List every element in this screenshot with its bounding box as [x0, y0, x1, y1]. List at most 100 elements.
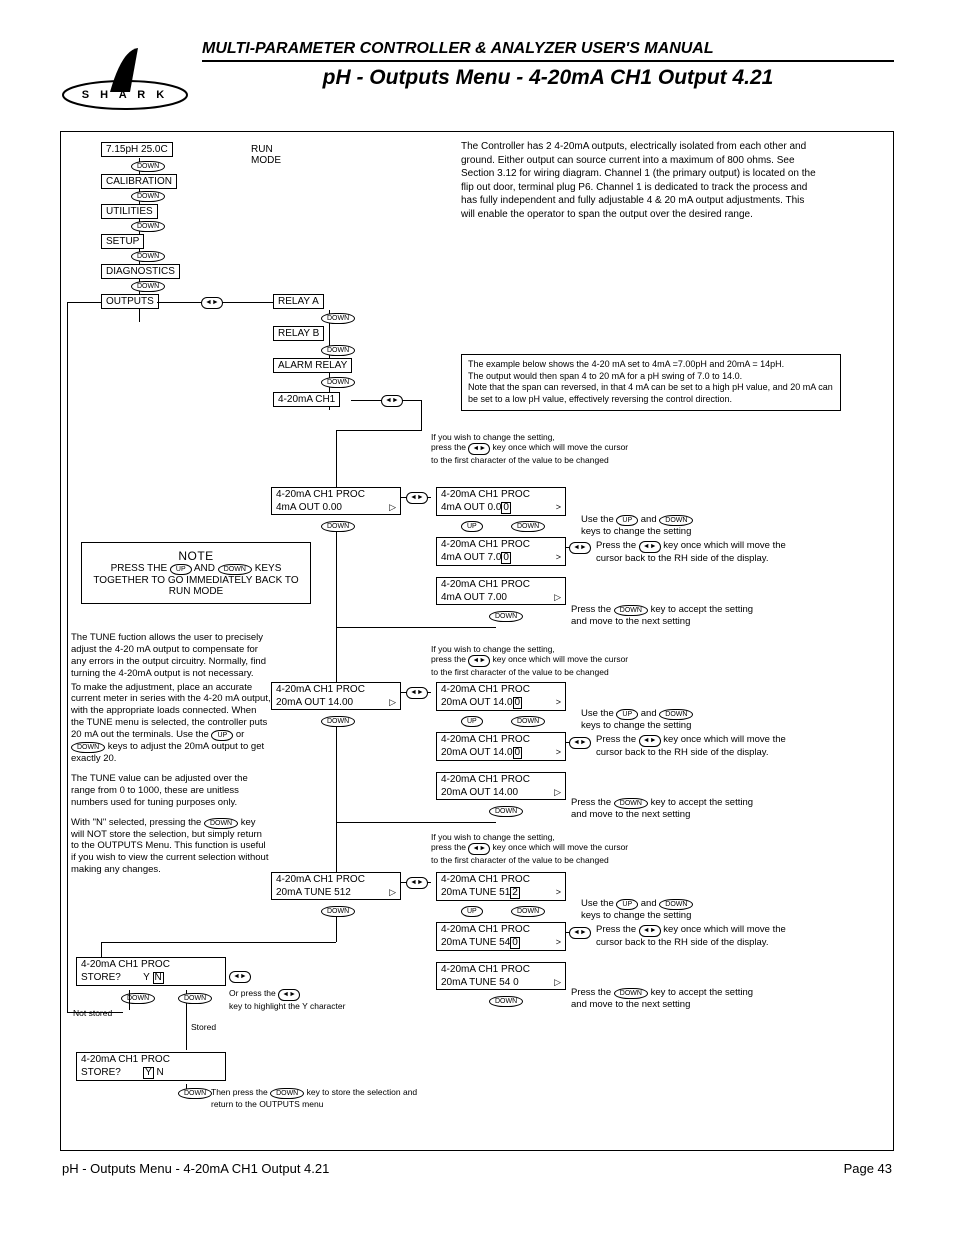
menu-relay-a: RELAY A [273, 294, 324, 309]
accept-hint-4ma: Press the DOWN key to accept the setting… [571, 604, 771, 628]
lcd-4ma-s1: 4-20mA CH1 PROC 4mA OUT 0.00> [436, 487, 566, 516]
down-key-icon: DOWN [511, 521, 545, 532]
menu-calibration: CALIBRATION [101, 174, 177, 189]
right-key-icon: ◄► [468, 843, 490, 855]
lcd-tune-s2: 4-20mA CH1 PROC 20mA TUNE 540> [436, 922, 566, 951]
intro-text: The Controller has 2 4-20mA outputs, ele… [461, 140, 821, 221]
down-key-icon: DOWN [178, 1088, 212, 1099]
menu-utilities: UTILITIES [101, 204, 158, 219]
menu-setup: SETUP [101, 234, 144, 249]
right-key-icon: ◄► [406, 877, 428, 889]
or-press-hint: Or press the ◄► key to highlight the Y c… [229, 988, 369, 1011]
down-key-icon: DOWN [321, 521, 355, 532]
right-key-icon: ◄► [569, 542, 591, 554]
lcd-tune-s3: 4-20mA CH1 PROC 20mA TUNE 54 0▷ [436, 962, 566, 990]
lcd-20ma-left: 4-20mA CH1 PROC 20mA OUT 14.00▷ [271, 682, 401, 710]
footer-left: pH - Outputs Menu - 4-20mA CH1 Output 4.… [62, 1161, 329, 1176]
lcd-20ma-s1: 4-20mA CH1 PROC 20mA OUT 14.00> [436, 682, 566, 711]
down-key-icon: DOWN [659, 515, 693, 526]
then-press-hint: Then press the DOWN key to store the sel… [211, 1087, 431, 1109]
section-title: pH - Outputs Menu - 4-20mA CH1 Output 4.… [202, 66, 894, 90]
tune-text: The TUNE fuction allows the user to prec… [71, 632, 271, 876]
up-key-icon: UP [461, 716, 483, 727]
down-key-icon: DOWN [489, 806, 523, 817]
right-key-icon: ◄► [639, 925, 661, 937]
right-key-icon: ◄► [229, 971, 251, 983]
down-key-icon: DOWN [131, 281, 165, 292]
down-key-icon: DOWN [131, 221, 165, 232]
diagram: 7.15pH 25.0C RUN MODE DOWN CALIBRATION D… [60, 131, 894, 1151]
lcd-tune-s1: 4-20mA CH1 PROC 20mA TUNE 512> [436, 872, 566, 901]
down-key-icon: DOWN [178, 993, 212, 1004]
up-key-icon: UP [616, 709, 638, 720]
up-key-icon: UP [170, 564, 192, 575]
down-key-icon: DOWN [270, 1088, 304, 1099]
use-keys-hint-tune: Use the UP and DOWN keys to change the s… [581, 898, 781, 922]
use-keys-hint-4ma: Use the UP and DOWN keys to change the s… [581, 514, 781, 538]
down-key-icon: DOWN [614, 988, 648, 999]
page-header: S H A R K MULTI-PARAMETER CONTROLLER & A… [60, 40, 894, 113]
down-key-icon: DOWN [489, 996, 523, 1007]
down-key-icon: DOWN [489, 611, 523, 622]
down-key-icon: DOWN [131, 191, 165, 202]
manual-page: S H A R K MULTI-PARAMETER CONTROLLER & A… [0, 0, 954, 1206]
menu-diagnostics: DIAGNOSTICS [101, 264, 180, 279]
right-key-icon: ◄► [569, 737, 591, 749]
up-key-icon: UP [211, 730, 233, 741]
down-key-icon: DOWN [321, 906, 355, 917]
menu-relay-b: RELAY B [273, 326, 324, 341]
menu-outputs: OUTPUTS [101, 294, 159, 309]
run-mode-label: RUN MODE [251, 144, 281, 166]
right-once-hint-tune: Press the ◄► key once which will move th… [596, 924, 796, 949]
right-key-icon: ◄► [569, 927, 591, 939]
menu-alarm-relay: ALARM RELAY [273, 358, 352, 373]
stored-label: Stored [191, 1022, 216, 1032]
down-key-icon: DOWN [131, 251, 165, 262]
lcd-20ma-s2: 4-20mA CH1 PROC 20mA OUT 14.00> [436, 732, 566, 761]
down-key-icon: DOWN [511, 906, 545, 917]
down-key-icon: DOWN [218, 564, 252, 575]
down-key-icon: DOWN [71, 742, 105, 753]
down-key-icon: DOWN [614, 798, 648, 809]
right-key-icon: ◄► [406, 687, 428, 699]
down-key-icon: DOWN [511, 716, 545, 727]
down-key-icon: DOWN [131, 161, 165, 172]
lcd-4ma-left: 4-20mA CH1 PROC 4mA OUT 0.00▷ [271, 487, 401, 515]
footer-right: Page 43 [844, 1161, 892, 1176]
down-key-icon: DOWN [121, 993, 155, 1004]
down-key-icon: DOWN [321, 313, 355, 324]
menu-420-ch1: 4-20mA CH1 [273, 392, 340, 407]
down-key-icon: DOWN [321, 345, 355, 356]
lcd-store-y: 4-20mA CH1 PROC STORE? Y N [76, 1052, 226, 1081]
accept-hint-20ma: Press the DOWN key to accept the setting… [571, 797, 771, 821]
lcd-4ma-s2: 4-20mA CH1 PROC 4mA OUT 7.00> [436, 537, 566, 566]
logo: S H A R K [60, 40, 190, 113]
up-key-icon: UP [616, 899, 638, 910]
up-key-icon: UP [461, 521, 483, 532]
logo-letters: S H A R K [82, 89, 169, 101]
accept-hint-tune: Press the DOWN key to accept the setting… [571, 987, 771, 1011]
right-once-hint-4ma: Press the ◄► key once which will move th… [596, 540, 796, 565]
down-key-icon: DOWN [321, 716, 355, 727]
right-key-icon: ◄► [201, 297, 223, 309]
down-key-icon: DOWN [659, 899, 693, 910]
right-key-icon: ◄► [468, 443, 490, 455]
shark-logo-icon: S H A R K [60, 40, 190, 110]
lcd-store-n: 4-20mA CH1 PROC STORE? Y N [76, 957, 226, 986]
right-key-icon: ◄► [406, 492, 428, 504]
down-key-icon: DOWN [614, 605, 648, 616]
up-key-icon: UP [616, 515, 638, 526]
use-keys-hint-20ma: Use the UP and DOWN keys to change the s… [581, 708, 781, 732]
down-key-icon: DOWN [321, 377, 355, 388]
right-key-icon: ◄► [639, 735, 661, 747]
right-once-hint-20ma: Press the ◄► key once which will move th… [596, 734, 796, 759]
right-key-icon: ◄► [381, 395, 403, 407]
lcd-run-value: 7.15pH 25.0C [101, 142, 173, 157]
change-hint-4ma: If you wish to change the setting, press… [431, 432, 711, 466]
example-box: The example below shows the 4-20 mA set … [461, 354, 841, 411]
right-key-icon: ◄► [639, 541, 661, 553]
lcd-4ma-s3: 4-20mA CH1 PROC 4mA OUT 7.00▷ [436, 577, 566, 605]
lcd-tune-left: 4-20mA CH1 PROC 20mA TUNE 512▷ [271, 872, 401, 900]
down-key-icon: DOWN [659, 709, 693, 720]
change-hint-20ma: If you wish to change the setting, press… [431, 644, 711, 678]
